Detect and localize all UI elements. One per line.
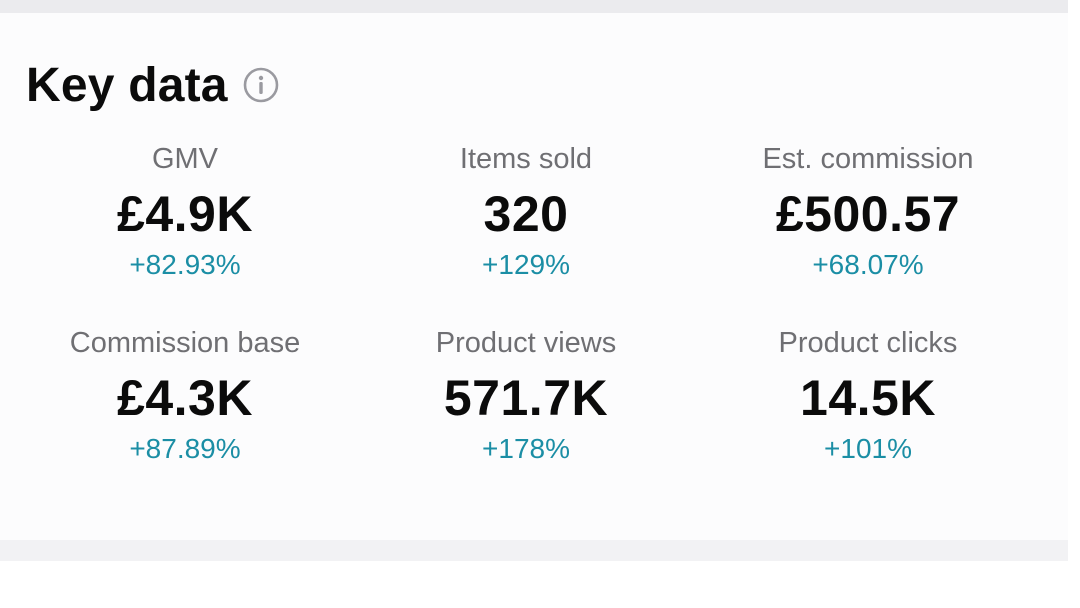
metric-commission-base[interactable]: Commission base £4.3K +87.89% [15, 326, 355, 465]
metric-gmv[interactable]: GMV £4.9K +82.93% [15, 142, 355, 281]
metric-label: GMV [151, 143, 219, 175]
metric-label: Items sold [459, 143, 593, 175]
metric-label: Product clicks [778, 327, 958, 359]
metric-items-sold[interactable]: Items sold 320 +129% [356, 142, 696, 281]
bottom-divider [0, 540, 1068, 561]
metric-change: +68.07% [812, 249, 924, 280]
section-title: Key data [26, 58, 228, 112]
metric-value: £500.57 [775, 186, 961, 242]
metric-product-clicks[interactable]: Product clicks 14.5K +101% [698, 326, 1038, 465]
metric-product-views[interactable]: Product views 571.7K +178% [356, 326, 696, 465]
metric-label: Est. commission [762, 143, 974, 175]
key-data-header: Key data [26, 55, 279, 115]
metric-change: +101% [824, 433, 912, 464]
metric-change: +87.89% [129, 433, 241, 464]
info-icon[interactable] [243, 67, 279, 103]
metric-value: £4.3K [117, 370, 253, 426]
metric-value: 571.7K [443, 370, 609, 426]
metric-est-commission[interactable]: Est. commission £500.57 +68.07% [698, 142, 1038, 281]
metric-change: +178% [482, 433, 570, 464]
metric-value: 320 [483, 186, 569, 242]
metric-value: 14.5K [800, 370, 936, 426]
key-data-card: Key data [0, 13, 1068, 540]
metric-value: £4.9K [117, 186, 253, 242]
metric-label: Commission base [69, 327, 301, 359]
metric-change: +82.93% [129, 249, 241, 280]
metric-change: +129% [482, 249, 570, 280]
scroll-edge [1068, 0, 1080, 608]
metric-label: Product views [435, 327, 617, 359]
top-divider [0, 0, 1068, 13]
